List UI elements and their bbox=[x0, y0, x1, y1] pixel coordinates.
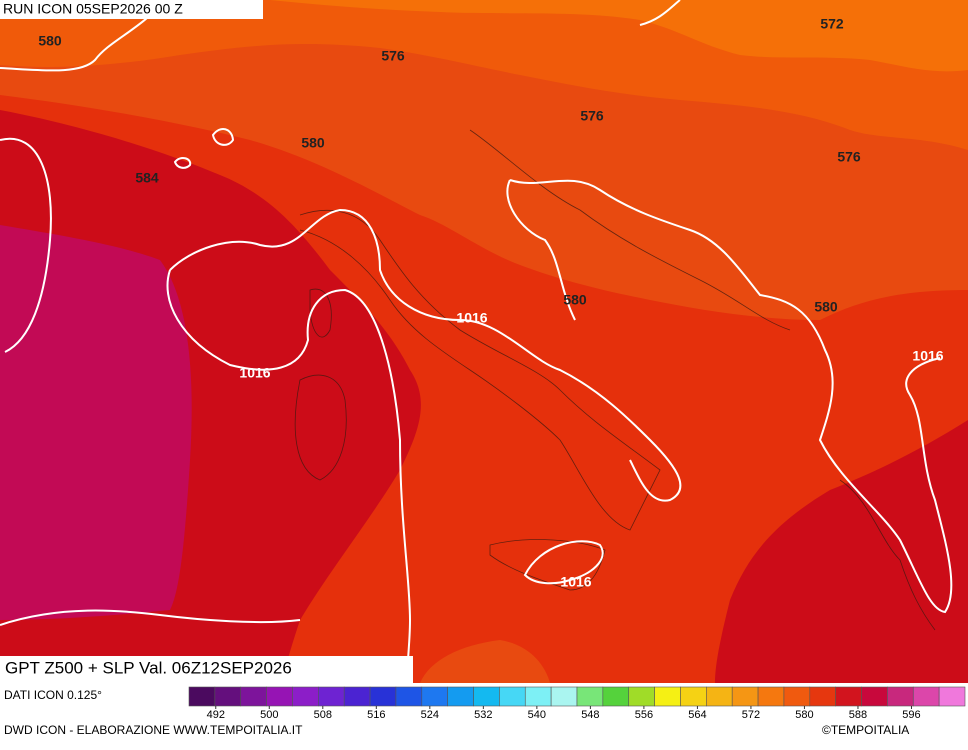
colorbar-tick-label: 532 bbox=[474, 709, 492, 721]
colorbar-swatch bbox=[912, 686, 940, 707]
colorbar-swatch bbox=[473, 686, 500, 707]
colorbar-swatch bbox=[628, 686, 655, 707]
band-576-south bbox=[420, 640, 550, 683]
coastline bbox=[469, 129, 791, 331]
colorbar-swatch bbox=[654, 686, 681, 707]
colorbar-swatch bbox=[447, 686, 474, 707]
colorbar-swatch bbox=[887, 686, 914, 707]
colorbar-tick-label: 596 bbox=[902, 709, 920, 721]
copyright-label: ©TEMPOITALIA bbox=[822, 723, 909, 737]
isobar-label: 1016 bbox=[560, 574, 591, 590]
isobar-label: 1016 bbox=[456, 310, 487, 326]
colorbar-swatch bbox=[835, 686, 862, 707]
colorbar-tick-label: 548 bbox=[581, 709, 599, 721]
colorbar-swatch bbox=[266, 686, 293, 707]
credit-label: DWD ICON - ELABORAZIONE WWW.TEMPOITALIA.… bbox=[4, 723, 303, 737]
colorbar-swatch bbox=[499, 686, 526, 707]
colorbar-swatch bbox=[395, 686, 423, 707]
colorbar-tick-label: 580 bbox=[795, 709, 813, 721]
contour-label: 580 bbox=[38, 33, 62, 49]
colorbar-swatch bbox=[318, 686, 345, 707]
contour-label: 576 bbox=[580, 108, 604, 124]
contour-label: 580 bbox=[563, 292, 587, 308]
coastline bbox=[839, 479, 936, 631]
run-label: RUN ICON 05SEP2026 00 Z bbox=[3, 1, 183, 17]
colorbar-tick-label: 556 bbox=[635, 709, 653, 721]
band-592 bbox=[0, 225, 192, 620]
contour-label: 580 bbox=[301, 135, 325, 151]
colorbar-swatch bbox=[240, 686, 267, 707]
isobar bbox=[211, 128, 235, 146]
isobar bbox=[0, 137, 52, 353]
band-584-east bbox=[715, 420, 968, 683]
colorbar-swatch bbox=[731, 686, 759, 707]
map-title: GPT Z500 + SLP Val. 06Z12SEP2026 bbox=[5, 658, 292, 677]
coastline bbox=[309, 288, 332, 338]
colorbar-swatch bbox=[369, 686, 397, 707]
colorbar-swatch bbox=[343, 686, 371, 707]
contour-label: 576 bbox=[837, 149, 861, 165]
colorbar-tick-label: 492 bbox=[207, 709, 225, 721]
isobar bbox=[0, 609, 301, 626]
colorbar-tick-label: 540 bbox=[528, 709, 546, 721]
colorbar-tick-label: 508 bbox=[314, 709, 332, 721]
coastline bbox=[294, 374, 347, 481]
colorbar-swatch bbox=[938, 686, 966, 707]
colorbar-tick-label: 516 bbox=[367, 709, 385, 721]
colorbar-swatch bbox=[706, 686, 733, 707]
colorbar-tick-label: 524 bbox=[421, 709, 439, 721]
map bbox=[0, 0, 968, 684]
colorbar-tick-label: 564 bbox=[688, 709, 706, 721]
colorbar-swatch bbox=[550, 686, 578, 707]
band-568 bbox=[270, 0, 968, 72]
colorbar-swatch bbox=[421, 686, 448, 707]
isobar-label: 1016 bbox=[239, 365, 270, 381]
colorbar: 492 500 508 516 524 532 540 548 556 564 572 580 588 5… bbox=[188, 686, 966, 721]
isobar bbox=[639, 0, 681, 26]
colorbar-swatch bbox=[292, 686, 319, 707]
isobar bbox=[506, 179, 576, 321]
isobar-label: 1016 bbox=[912, 348, 943, 364]
contour-label: 584 bbox=[135, 170, 159, 186]
isobar bbox=[173, 157, 192, 169]
source-label: DATI ICON 0.125° bbox=[4, 688, 102, 702]
colorbar-tick-label: 588 bbox=[849, 709, 867, 721]
coastline bbox=[299, 209, 661, 531]
colorbar-swatch bbox=[680, 686, 707, 707]
colorbar-swatch bbox=[576, 686, 604, 707]
colorbar-tick-label: 572 bbox=[742, 709, 760, 721]
contour-label: 580 bbox=[814, 299, 838, 315]
contour-label: 576 bbox=[381, 48, 405, 64]
isobar bbox=[166, 269, 412, 684]
colorbar-tick-label: 500 bbox=[260, 709, 278, 721]
contour-label: 572 bbox=[820, 16, 844, 32]
isobar bbox=[0, 0, 166, 72]
colorbar-swatch bbox=[214, 686, 242, 707]
run-box bbox=[0, 0, 263, 19]
colorbar-swatch bbox=[188, 686, 216, 707]
colorbar-swatch bbox=[524, 686, 552, 707]
colorbar-swatch bbox=[861, 686, 888, 707]
isobar bbox=[169, 208, 682, 502]
colorbar-swatch bbox=[602, 686, 630, 707]
title-box bbox=[0, 656, 413, 683]
isobar bbox=[523, 540, 604, 585]
colorbar-swatch bbox=[783, 686, 811, 707]
coastline bbox=[489, 539, 606, 591]
colorbar-swatch bbox=[809, 686, 836, 707]
contour-labels: 580 576 572 576 580 584 576 580 580 1016… bbox=[38, 16, 943, 590]
colorbar-swatch bbox=[757, 686, 785, 707]
isobar bbox=[509, 179, 953, 614]
